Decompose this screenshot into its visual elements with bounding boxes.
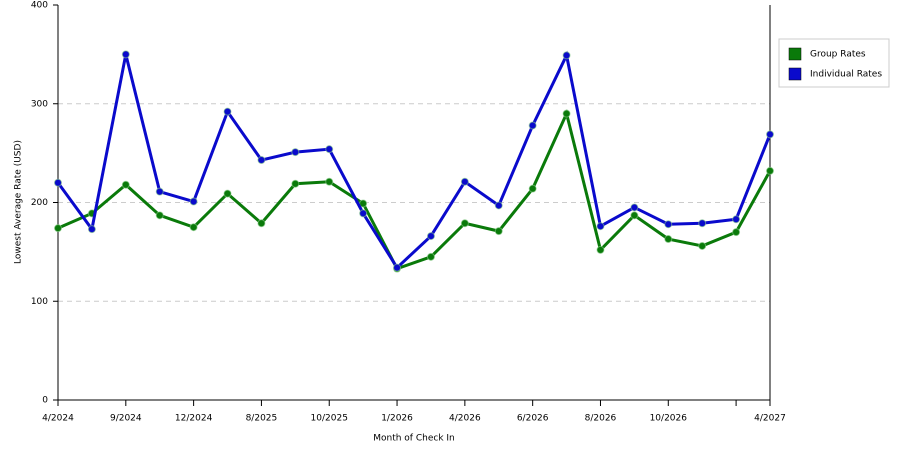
y-tick-label: 300 [31,99,48,109]
point [528,184,537,193]
point [325,177,334,186]
y-axis-label: Lowest Average Rate (USD) [14,140,24,264]
point [54,178,62,187]
x-tick-label: 4/2027 [754,414,786,424]
point [630,203,639,212]
legend-label: Group Rates [810,50,866,60]
point [291,148,300,157]
point [494,201,503,210]
point [257,219,266,228]
point [732,228,741,237]
point [426,252,435,261]
point [766,130,774,139]
point [121,180,130,189]
point [494,227,503,236]
point [562,51,571,60]
point [630,211,639,220]
point [460,219,469,228]
series-line [56,50,772,271]
x-tick-label: 8/2026 [585,414,617,424]
x-tick-label: 1/2026 [381,414,413,424]
point [393,263,402,272]
point [562,109,571,118]
point [664,235,673,244]
x-tick-label: 8/2025 [246,414,278,424]
x-tick-label: 6/2026 [517,414,549,424]
point [732,215,741,224]
x-tick-label: 10/2026 [650,414,688,424]
y-tick-label: 400 [31,1,48,11]
point [189,223,198,232]
point [155,211,164,220]
x-tick-label: 10/2025 [311,414,348,424]
point [528,121,537,130]
point [359,209,368,218]
point [766,166,774,175]
y-tick-label: 100 [31,297,48,307]
point [698,219,707,228]
point [87,225,96,234]
x-tick-label: 4/2026 [449,414,481,424]
point [155,187,164,196]
point [359,199,368,208]
point [257,156,266,165]
point [426,232,435,241]
point [325,145,334,154]
point [596,245,605,254]
x-axis-label: Month of Check In [373,434,455,444]
point [223,107,232,116]
x-tick-label: 4/2024 [42,414,74,424]
series-line [57,109,772,271]
point [460,177,469,186]
point [291,179,300,188]
point [664,220,673,229]
legend-label: Individual Rates [810,70,882,80]
point [189,197,198,206]
point [54,224,62,233]
legend-swatch [788,67,802,81]
x-tick-label: 12/2024 [175,414,213,424]
y-tick-label: 0 [42,396,48,406]
y-tick-label: 200 [31,198,48,208]
point [596,222,605,231]
point [698,241,707,250]
point [121,50,130,59]
x-tick-label: 9/2024 [110,414,142,424]
point [223,189,232,198]
legend-swatch [788,47,802,61]
